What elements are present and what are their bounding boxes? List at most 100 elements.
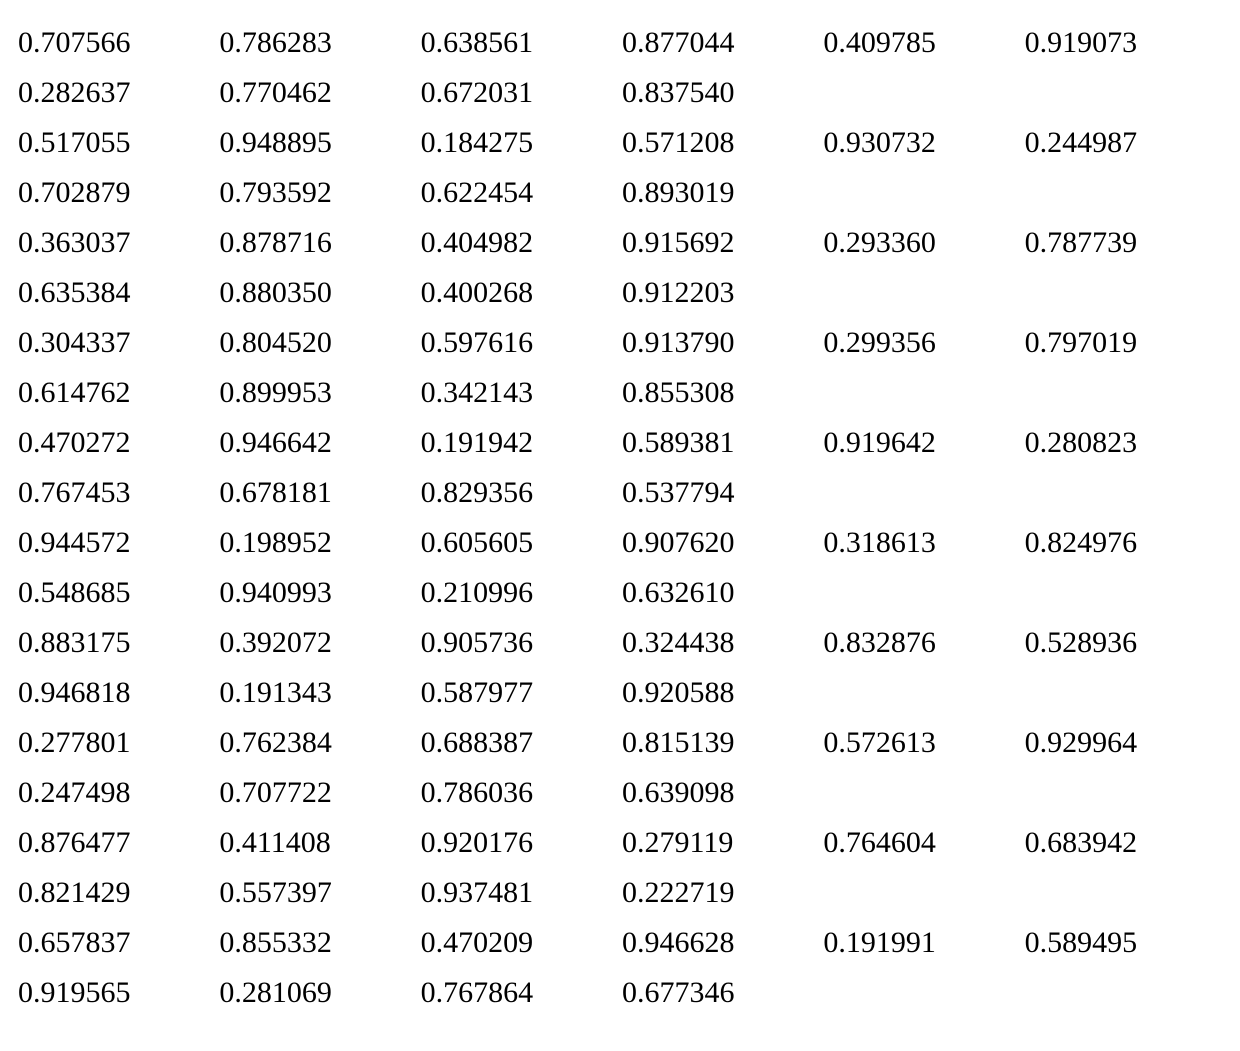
table-row: 0.635384 0.880350 0.400268 0.912203 — [18, 268, 1226, 318]
table-cell: 0.589381 — [622, 418, 823, 468]
table-cell: 0.919565 — [18, 968, 219, 1018]
table-cell: 0.587977 — [421, 668, 622, 718]
table-cell: 0.572613 — [823, 718, 1024, 768]
table-cell: 0.688387 — [421, 718, 622, 768]
table-cell — [1025, 368, 1226, 418]
table-row: 0.304337 0.804520 0.597616 0.913790 0.29… — [18, 318, 1226, 368]
table-row: 0.883175 0.392072 0.905736 0.324438 0.83… — [18, 618, 1226, 668]
table-cell: 0.639098 — [622, 768, 823, 818]
table-cell: 0.878716 — [219, 218, 420, 268]
table-row: 0.282637 0.770462 0.672031 0.837540 — [18, 68, 1226, 118]
table-cell — [1025, 768, 1226, 818]
table-cell — [823, 968, 1024, 1018]
table-cell: 0.920588 — [622, 668, 823, 718]
table-cell: 0.824976 — [1025, 518, 1226, 568]
table-cell: 0.770462 — [219, 68, 420, 118]
table-cell: 0.815139 — [622, 718, 823, 768]
table-cell: 0.184275 — [421, 118, 622, 168]
table-cell: 0.210996 — [421, 568, 622, 618]
table-cell: 0.672031 — [421, 68, 622, 118]
table-cell: 0.764604 — [823, 818, 1024, 868]
table-cell: 0.767453 — [18, 468, 219, 518]
table-row: 0.767453 0.678181 0.829356 0.537794 — [18, 468, 1226, 518]
table-cell — [1025, 68, 1226, 118]
table-cell — [823, 768, 1024, 818]
table-row: 0.821429 0.557397 0.937481 0.222719 — [18, 868, 1226, 918]
table-cell — [823, 68, 1024, 118]
table-cell: 0.635384 — [18, 268, 219, 318]
table-row: 0.944572 0.198952 0.605605 0.907620 0.31… — [18, 518, 1226, 568]
table-cell: 0.899953 — [219, 368, 420, 418]
table-cell: 0.786283 — [219, 18, 420, 68]
table-row: 0.363037 0.878716 0.404982 0.915692 0.29… — [18, 218, 1226, 268]
table-cell — [1025, 868, 1226, 918]
table-cell: 0.893019 — [622, 168, 823, 218]
table-cell: 0.411408 — [219, 818, 420, 868]
table-cell: 0.907620 — [622, 518, 823, 568]
table-row: 0.919565 0.281069 0.767864 0.677346 — [18, 968, 1226, 1018]
table-cell: 0.855308 — [622, 368, 823, 418]
table-cell: 0.905736 — [421, 618, 622, 668]
table-cell: 0.324438 — [622, 618, 823, 668]
table-cell: 0.409785 — [823, 18, 1024, 68]
table-row: 0.702879 0.793592 0.622454 0.893019 — [18, 168, 1226, 218]
table-cell: 0.793592 — [219, 168, 420, 218]
table-cell: 0.571208 — [622, 118, 823, 168]
table-row: 0.614762 0.899953 0.342143 0.855308 — [18, 368, 1226, 418]
table-row: 0.517055 0.948895 0.184275 0.571208 0.93… — [18, 118, 1226, 168]
table-cell — [1025, 468, 1226, 518]
table-cell: 0.930732 — [823, 118, 1024, 168]
table-row: 0.548685 0.940993 0.210996 0.632610 — [18, 568, 1226, 618]
table-cell: 0.605605 — [421, 518, 622, 568]
table-cell: 0.282637 — [18, 68, 219, 118]
table-cell: 0.537794 — [622, 468, 823, 518]
table-cell: 0.191343 — [219, 668, 420, 718]
table-cell: 0.557397 — [219, 868, 420, 918]
table-cell: 0.632610 — [622, 568, 823, 618]
table-row: 0.946818 0.191343 0.587977 0.920588 — [18, 668, 1226, 718]
table-row: 0.657837 0.855332 0.470209 0.946628 0.19… — [18, 918, 1226, 968]
table-cell: 0.244987 — [1025, 118, 1226, 168]
table-cell: 0.944572 — [18, 518, 219, 568]
table-cell: 0.281069 — [219, 968, 420, 1018]
table-cell — [1025, 668, 1226, 718]
table-cell: 0.829356 — [421, 468, 622, 518]
table-cell — [823, 568, 1024, 618]
table-cell: 0.919073 — [1025, 18, 1226, 68]
table-cell: 0.797019 — [1025, 318, 1226, 368]
table-cell: 0.940993 — [219, 568, 420, 618]
table-cell — [823, 668, 1024, 718]
table-cell: 0.191942 — [421, 418, 622, 468]
table-cell: 0.877044 — [622, 18, 823, 68]
table-cell: 0.517055 — [18, 118, 219, 168]
table-cell: 0.678181 — [219, 468, 420, 518]
table-cell — [823, 868, 1024, 918]
table-cell: 0.786036 — [421, 768, 622, 818]
table-cell: 0.222719 — [622, 868, 823, 918]
table-cell: 0.929964 — [1025, 718, 1226, 768]
table-cell: 0.304337 — [18, 318, 219, 368]
table-cell: 0.912203 — [622, 268, 823, 318]
table-cell — [1025, 268, 1226, 318]
table-cell: 0.392072 — [219, 618, 420, 668]
table-cell: 0.614762 — [18, 368, 219, 418]
table-cell: 0.548685 — [18, 568, 219, 618]
table-cell: 0.913790 — [622, 318, 823, 368]
table-cell: 0.707566 — [18, 18, 219, 68]
table-cell: 0.342143 — [421, 368, 622, 418]
table-cell: 0.622454 — [421, 168, 622, 218]
table-cell: 0.915692 — [622, 218, 823, 268]
table-cell: 0.404982 — [421, 218, 622, 268]
table-cell: 0.683942 — [1025, 818, 1226, 868]
table-cell: 0.638561 — [421, 18, 622, 68]
table-cell: 0.470209 — [421, 918, 622, 968]
table-cell: 0.657837 — [18, 918, 219, 968]
table-cell: 0.470272 — [18, 418, 219, 468]
table-cell: 0.767864 — [421, 968, 622, 1018]
table-cell: 0.762384 — [219, 718, 420, 768]
table-cell: 0.400268 — [421, 268, 622, 318]
table-cell: 0.528936 — [1025, 618, 1226, 668]
table-cell: 0.804520 — [219, 318, 420, 368]
table-cell: 0.198952 — [219, 518, 420, 568]
table-cell: 0.946818 — [18, 668, 219, 718]
